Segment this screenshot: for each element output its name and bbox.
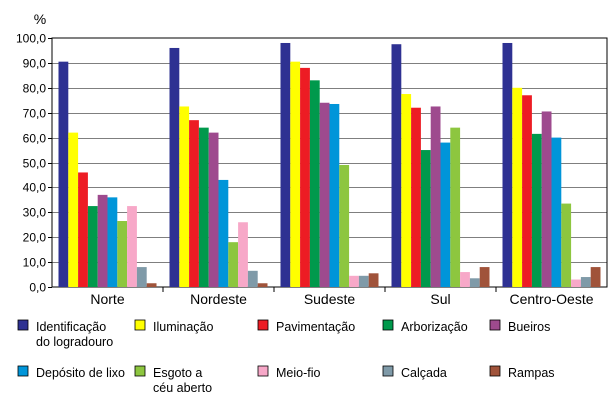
bar <box>450 127 461 287</box>
legend-label: Iluminação <box>153 320 213 334</box>
bar <box>68 132 79 287</box>
bar <box>228 242 239 287</box>
bar-layer <box>58 42 601 288</box>
bar <box>58 61 69 287</box>
bar <box>97 194 108 287</box>
bar <box>339 164 350 287</box>
y-tick-label: 50,0 <box>23 157 47 171</box>
y-tick-label: 0,0 <box>29 281 46 295</box>
bar <box>208 132 219 287</box>
bar <box>87 206 98 287</box>
y-tick-label: 20,0 <box>23 231 47 245</box>
bar <box>401 94 412 287</box>
bar <box>169 47 180 288</box>
bar <box>430 106 441 287</box>
bar <box>502 42 513 288</box>
bar <box>280 42 291 288</box>
bar <box>238 222 248 287</box>
bar <box>329 103 340 288</box>
legend-swatch <box>134 319 146 331</box>
bar <box>146 283 157 287</box>
bar <box>391 44 402 287</box>
y-axis-label: % <box>34 11 46 27</box>
bar <box>290 61 301 287</box>
bar <box>561 203 572 287</box>
bar <box>107 197 118 287</box>
bar <box>512 87 523 287</box>
y-tick-label: 80,0 <box>23 82 47 96</box>
bar <box>551 137 562 287</box>
legend-swatch <box>257 365 269 377</box>
bar <box>198 127 209 287</box>
legend-label: do logradouro <box>36 335 113 349</box>
legend-label: Bueiros <box>508 320 550 334</box>
bar <box>479 267 490 287</box>
y-tick-label: 40,0 <box>23 181 47 195</box>
bar <box>300 67 310 287</box>
bar <box>78 172 88 287</box>
legend-label: Rampas <box>508 366 555 380</box>
legend-label: Arborização <box>401 320 468 334</box>
bar <box>189 120 199 287</box>
bar <box>460 272 470 287</box>
legend-label: céu aberto <box>153 381 212 395</box>
legend-swatch <box>257 319 269 331</box>
legend-swatch <box>489 319 501 331</box>
bar <box>580 277 591 287</box>
legend-label: Calçada <box>401 366 447 380</box>
legend-label: Meio-fio <box>276 366 321 380</box>
bar <box>469 278 480 287</box>
bar <box>117 221 128 287</box>
x-tick-label: Sudeste <box>304 291 356 307</box>
bar <box>257 283 268 287</box>
bar <box>368 273 379 287</box>
legend-label: Depósito de lixo <box>36 366 125 380</box>
bar <box>571 279 581 287</box>
bar <box>218 179 229 287</box>
bar <box>309 80 320 287</box>
y-tick-label: 10,0 <box>23 256 47 270</box>
bar <box>349 275 359 287</box>
y-tick-label: 90,0 <box>23 57 47 71</box>
legend-label: Identificação <box>36 320 106 334</box>
x-tick-label: Norte <box>90 291 124 307</box>
bar <box>179 106 190 287</box>
legend-swatch <box>382 319 394 331</box>
axis-layer: 0,0 10,0 20,0 30,0 40,0 50,0 60,0 70,0 80,0 90,0 1… <box>16 11 594 307</box>
y-tick-label: 70,0 <box>23 107 47 121</box>
y-tick-label: 30,0 <box>23 206 47 220</box>
x-tick-label: Centro-Oeste <box>509 291 593 307</box>
bar <box>590 267 601 287</box>
bar <box>127 206 137 287</box>
legend-label: Esgoto a <box>153 366 202 380</box>
bar <box>541 111 552 288</box>
x-tick-label: Nordeste <box>190 291 247 307</box>
legend-swatch <box>134 365 146 377</box>
bar <box>136 267 147 287</box>
bar <box>531 133 542 287</box>
x-tick-label: Sul <box>430 291 450 307</box>
legend-label: Pavimentação <box>276 320 355 334</box>
legend-swatch <box>382 365 394 377</box>
legend-swatch <box>489 365 501 377</box>
bar <box>319 102 330 288</box>
bar <box>411 107 421 287</box>
legend-swatch <box>17 319 29 331</box>
y-tick-label: 100,0 <box>16 32 46 46</box>
bar <box>440 142 451 287</box>
bar <box>358 275 369 287</box>
bar <box>522 95 532 288</box>
y-tick-label: 60,0 <box>23 132 47 146</box>
legend-swatch <box>17 365 29 377</box>
bar <box>247 270 258 287</box>
bar <box>420 150 431 287</box>
